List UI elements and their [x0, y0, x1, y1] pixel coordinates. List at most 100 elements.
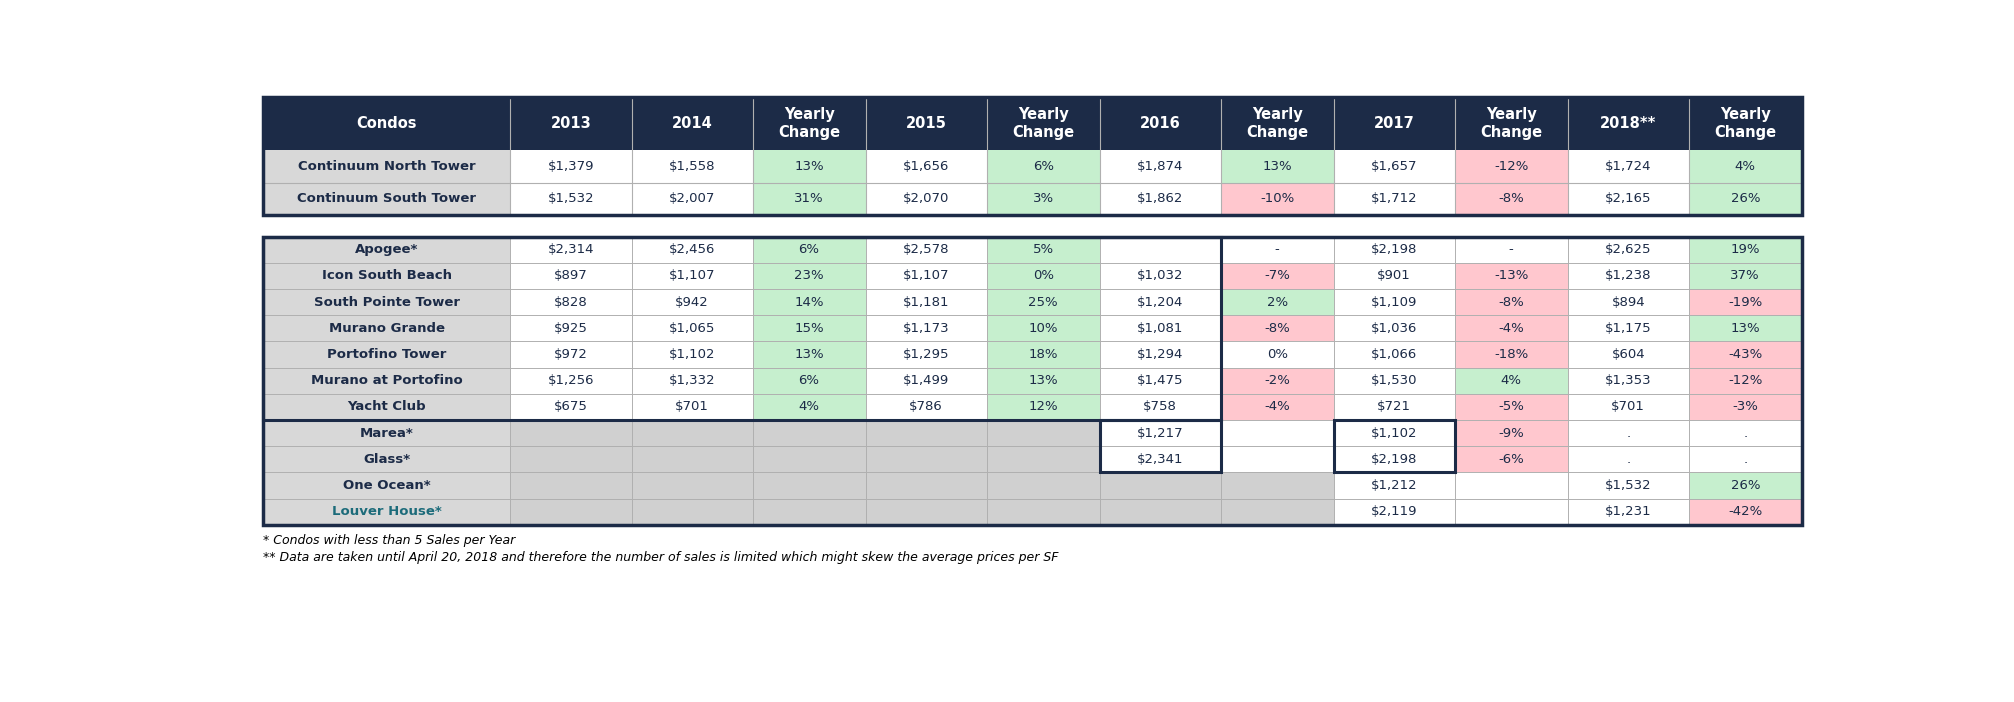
Bar: [632, 315, 753, 341]
Bar: [866, 237, 987, 263]
Bar: [1454, 446, 1567, 472]
Bar: [1220, 341, 1333, 368]
Bar: [866, 498, 987, 524]
Text: 13%: 13%: [1263, 160, 1293, 173]
Bar: [987, 289, 1100, 315]
Bar: [262, 183, 510, 215]
Text: $2,007: $2,007: [669, 192, 715, 206]
Bar: [1100, 472, 1220, 498]
Bar: [1333, 394, 1454, 420]
Text: 6%: 6%: [800, 374, 820, 388]
Text: $1,295: $1,295: [902, 348, 949, 361]
Bar: [753, 97, 866, 150]
Text: -8%: -8%: [1498, 192, 1525, 206]
Text: .: .: [1625, 427, 1629, 439]
Text: $1,173: $1,173: [902, 322, 949, 335]
Text: $2,198: $2,198: [1372, 453, 1418, 465]
Bar: [510, 420, 632, 446]
Bar: [1454, 237, 1567, 263]
Text: 2014: 2014: [673, 116, 713, 131]
Bar: [1220, 446, 1333, 472]
Bar: [753, 315, 866, 341]
Bar: [1690, 237, 1803, 263]
Text: $901: $901: [1378, 270, 1412, 282]
Bar: [510, 498, 632, 524]
Text: $2,456: $2,456: [669, 244, 715, 256]
Bar: [1690, 341, 1803, 368]
Bar: [1220, 237, 1333, 263]
Bar: [1333, 315, 1454, 341]
Text: One Ocean*: One Ocean*: [342, 479, 431, 492]
Text: $1,231: $1,231: [1605, 505, 1651, 518]
Bar: [987, 97, 1100, 150]
Bar: [987, 420, 1100, 446]
Bar: [1333, 263, 1454, 289]
Bar: [1333, 420, 1454, 472]
Bar: [753, 368, 866, 394]
Text: $701: $701: [675, 400, 709, 413]
Text: 37%: 37%: [1730, 270, 1760, 282]
Bar: [1100, 341, 1220, 368]
Bar: [987, 472, 1100, 498]
Bar: [262, 237, 510, 263]
Bar: [1567, 97, 1690, 150]
Text: 26%: 26%: [1730, 479, 1760, 492]
Text: 14%: 14%: [794, 296, 824, 309]
Bar: [632, 446, 753, 472]
Text: * Condos with less than 5 Sales per Year: * Condos with less than 5 Sales per Year: [262, 534, 516, 547]
Bar: [1333, 446, 1454, 472]
Text: -2%: -2%: [1265, 374, 1291, 388]
Bar: [753, 289, 866, 315]
Text: -10%: -10%: [1261, 192, 1295, 206]
Bar: [1567, 341, 1690, 368]
Bar: [866, 289, 987, 315]
Text: $1,862: $1,862: [1138, 192, 1184, 206]
Bar: [1220, 368, 1333, 394]
Bar: [866, 183, 987, 215]
Text: $1,175: $1,175: [1605, 322, 1651, 335]
Bar: [1454, 394, 1567, 420]
Bar: [262, 289, 510, 315]
Bar: [866, 394, 987, 420]
Text: .: .: [1744, 427, 1748, 439]
Bar: [866, 446, 987, 472]
Text: 13%: 13%: [794, 160, 824, 173]
Bar: [1333, 498, 1454, 524]
Text: -5%: -5%: [1498, 400, 1525, 413]
Bar: [753, 446, 866, 472]
Text: $1,065: $1,065: [669, 322, 715, 335]
Text: 13%: 13%: [794, 348, 824, 361]
Bar: [1454, 472, 1567, 498]
Bar: [262, 315, 510, 341]
Bar: [1100, 97, 1220, 150]
Bar: [632, 368, 753, 394]
Text: -19%: -19%: [1728, 296, 1762, 309]
Bar: [632, 498, 753, 524]
Bar: [1220, 420, 1333, 446]
Text: -4%: -4%: [1265, 400, 1291, 413]
Bar: [1100, 150, 1220, 183]
Bar: [987, 341, 1100, 368]
Bar: [753, 183, 866, 215]
Bar: [262, 446, 510, 472]
Text: 0%: 0%: [1033, 270, 1053, 282]
Text: $894: $894: [1611, 296, 1645, 309]
Bar: [753, 263, 866, 289]
Text: 25%: 25%: [1029, 296, 1057, 309]
Bar: [1220, 289, 1333, 315]
Bar: [510, 263, 632, 289]
Bar: [1690, 183, 1803, 215]
Bar: [510, 315, 632, 341]
Bar: [1220, 394, 1333, 420]
Text: Marea*: Marea*: [361, 427, 413, 439]
Text: .: .: [1625, 453, 1629, 465]
Text: $1,475: $1,475: [1136, 374, 1184, 388]
Text: -8%: -8%: [1498, 296, 1525, 309]
Bar: [262, 341, 510, 368]
Bar: [866, 368, 987, 394]
Text: Continuum South Tower: Continuum South Tower: [296, 192, 475, 206]
Bar: [632, 263, 753, 289]
Bar: [1220, 472, 1333, 498]
Bar: [1567, 498, 1690, 524]
Text: ** Data are taken until April 20, 2018 and therefore the number of sales is limi: ** Data are taken until April 20, 2018 a…: [262, 551, 1057, 564]
